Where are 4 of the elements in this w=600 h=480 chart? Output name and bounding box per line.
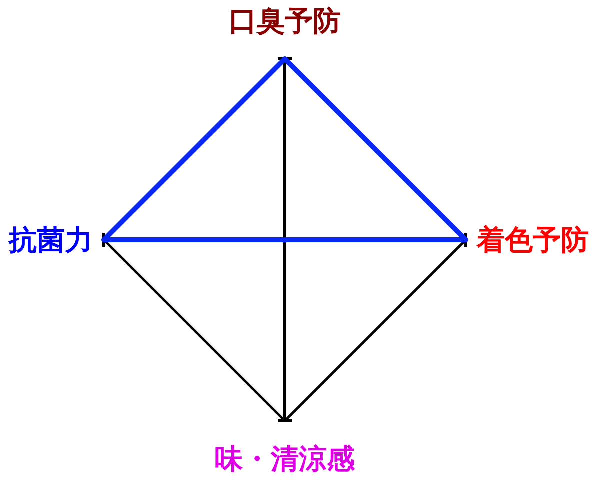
spoke-label: 抗菌力 [9,224,93,256]
spoke-label: 着色予防 [477,224,589,256]
spoke-label: 味・清涼感 [215,442,355,476]
spoke-label: 口臭予防 [229,4,341,38]
